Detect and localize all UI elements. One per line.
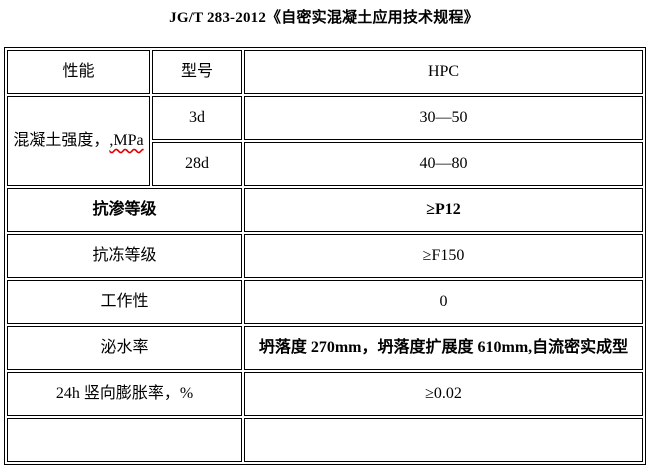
row-expansion-rate: 24h 竖向膨胀率，% ≥0.02 bbox=[7, 372, 643, 416]
strength-label-cell: 混凝土强度，,MPa bbox=[7, 96, 150, 186]
label-cell-bleeding-rate: 泌水率 bbox=[7, 326, 242, 370]
label-cell-partial bbox=[7, 418, 242, 462]
strength-label-unit: ,MPa bbox=[109, 132, 144, 149]
row-impermeability: 抗渗等级 ≥P12 bbox=[7, 188, 643, 232]
header-cell-performance: 性能 bbox=[7, 50, 150, 94]
strength-label: 混凝土强度， bbox=[13, 132, 110, 149]
header-row: 性能 型号 HPC bbox=[7, 50, 643, 94]
label-cell-expansion-rate: 24h 竖向膨胀率，% bbox=[7, 372, 242, 416]
value-cell-28d: 40—80 bbox=[244, 142, 643, 186]
row-bleeding-rate: 泌水率 坍落度 270mm，坍落度扩展度 610mm,自流密实成型 bbox=[7, 326, 643, 370]
value-cell-3d: 30—50 bbox=[244, 96, 643, 140]
value-cell-bleeding-rate: 坍落度 270mm，坍落度扩展度 610mm,自流密实成型 bbox=[244, 326, 643, 370]
label-cell-workability: 工作性 bbox=[7, 280, 242, 324]
value-cell-expansion-rate: ≥0.02 bbox=[244, 372, 643, 416]
strength-row-3d: 混凝土强度，,MPa 3d 30—50 bbox=[7, 96, 643, 186]
row-frost-resistance: 抗冻等级 ≥F150 bbox=[7, 234, 643, 278]
value-cell-frost-resistance: ≥F150 bbox=[244, 234, 643, 278]
header-cell-type: HPC bbox=[244, 50, 643, 94]
document-title: JG/T 283-2012《自密实混凝土应用技术规程》 bbox=[169, 10, 479, 26]
age-cell-3d: 3d bbox=[152, 96, 242, 140]
label-cell-frost-resistance: 抗冻等级 bbox=[7, 234, 242, 278]
spec-table: 性能 型号 HPC 混凝土强度，,MPa 3d 30—50 28d 40—80 … bbox=[4, 47, 646, 465]
strength-row-28d: 28d 40—80 bbox=[7, 142, 643, 186]
header-cell-model: 型号 bbox=[152, 50, 242, 94]
age-cell-28d: 28d bbox=[152, 142, 242, 186]
row-partial-clipped bbox=[7, 418, 643, 462]
row-workability: 工作性 0 bbox=[7, 280, 643, 324]
value-cell-impermeability: ≥P12 bbox=[244, 188, 643, 232]
value-cell-workability: 0 bbox=[244, 280, 643, 324]
label-cell-impermeability: 抗渗等级 bbox=[7, 188, 242, 232]
value-cell-partial bbox=[244, 418, 643, 462]
